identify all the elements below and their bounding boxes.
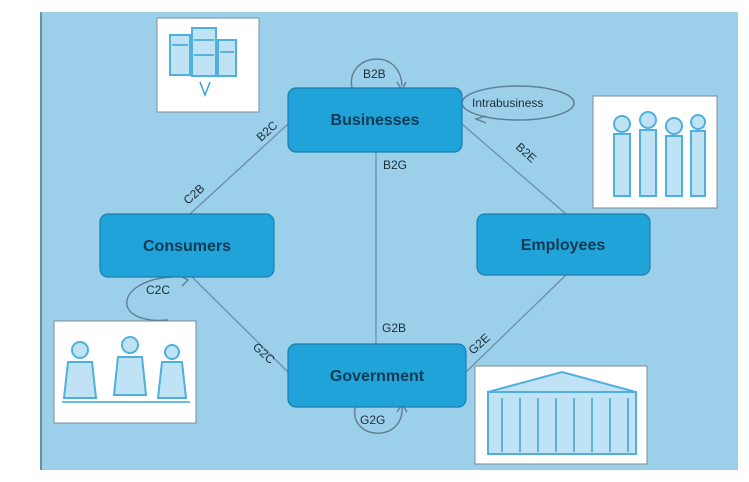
label-b2e: B2E	[513, 140, 539, 166]
label-b2c: B2C	[254, 118, 281, 144]
edge-businesses-consumers	[189, 123, 289, 215]
node-employees-label: Employees	[521, 237, 606, 254]
buildings-photo	[156, 17, 260, 113]
government-building-photo	[474, 365, 648, 465]
label-g2g: G2G	[360, 413, 385, 427]
people-meeting-photo	[53, 320, 197, 424]
label-b2g: B2G	[383, 158, 407, 172]
loop-g2g	[353, 403, 403, 434]
label-intrabusiness: Intrabusiness	[472, 96, 543, 110]
loop-b2b	[350, 58, 403, 89]
node-consumers: Consumers	[99, 213, 275, 278]
loop-c2c	[126, 276, 173, 322]
node-consumers-label: Consumers	[143, 238, 231, 255]
people-standing-photo	[592, 95, 718, 209]
node-government-label: Government	[330, 368, 425, 385]
arrow-intrabusiness-icon	[473, 115, 487, 124]
node-government: Government	[287, 343, 467, 408]
node-businesses: Businesses	[287, 87, 463, 153]
edge-consumers-government	[191, 276, 289, 373]
label-g2b: G2B	[382, 321, 406, 335]
label-c2b: C2B	[181, 181, 208, 207]
label-b2b: B2B	[363, 67, 386, 81]
label-c2c: C2C	[146, 283, 170, 297]
edge-businesses-employees	[461, 123, 567, 215]
edge-employees-government	[465, 274, 567, 373]
label-g2e: G2E	[466, 331, 493, 357]
node-businesses-label: Businesses	[331, 112, 420, 129]
node-employees: Employees	[476, 213, 651, 276]
label-g2c: G2C	[250, 340, 278, 367]
